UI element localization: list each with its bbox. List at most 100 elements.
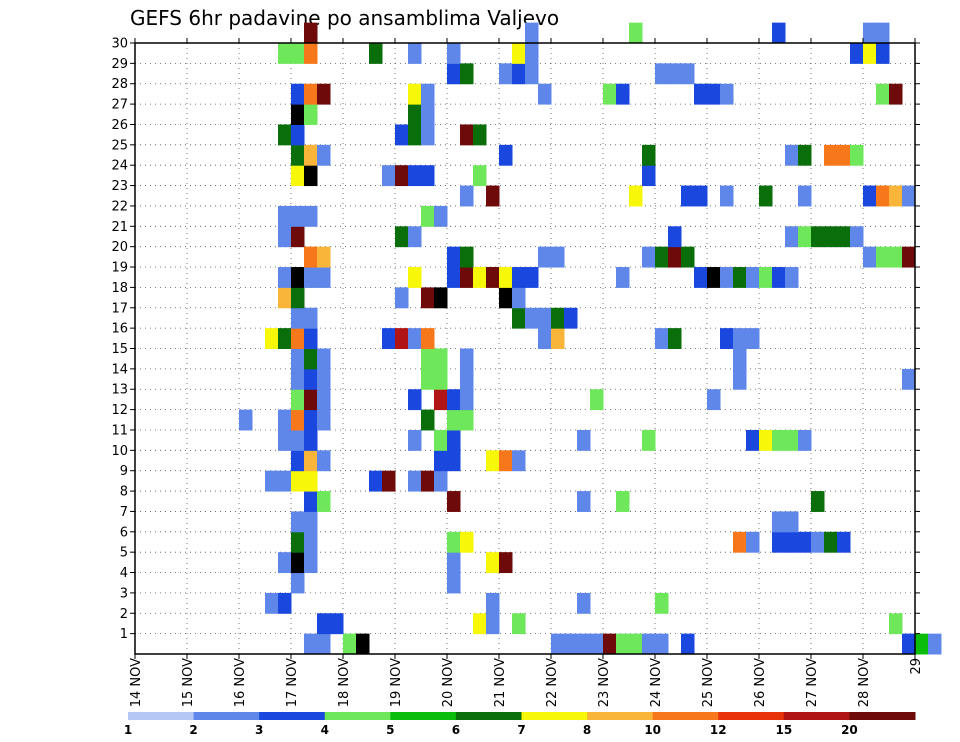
y-tick-label: 6: [120, 525, 128, 540]
heatmap-cell: [265, 470, 279, 492]
heatmap-cell: [577, 491, 591, 512]
y-tick-label: 7: [120, 505, 128, 520]
heatmap-cell: [278, 124, 292, 146]
heatmap-cell: [447, 63, 461, 85]
heatmap-cell: [408, 429, 422, 451]
heatmap-cell: [837, 531, 851, 553]
heatmap-cell: [278, 470, 292, 492]
heatmap-cell: [798, 185, 812, 207]
heatmap-cell: [421, 348, 435, 370]
heatmap-cell: [291, 511, 305, 533]
heatmap-cell: [304, 144, 318, 166]
heatmap-cell: [785, 144, 799, 166]
colorbar-label: 10: [644, 723, 661, 737]
heatmap-cell: [811, 491, 825, 512]
heatmap-cell: [746, 429, 760, 451]
heatmap-cell: [720, 83, 734, 105]
heatmap-cell: [551, 246, 565, 268]
heatmap-cell: [421, 328, 435, 349]
heatmap-cell: [460, 124, 474, 146]
heatmap-cell: [291, 389, 305, 411]
colorbar-label: 2: [189, 723, 197, 737]
heatmap-cell: [278, 592, 292, 614]
heatmap-cell: [447, 267, 461, 288]
heatmap-cell: [447, 409, 461, 431]
y-tick-label: 16: [111, 322, 128, 337]
heatmap-cell: [551, 633, 565, 655]
heatmap-cell: [681, 185, 695, 207]
heatmap-cell: [317, 409, 331, 431]
heatmap-cell: [798, 226, 812, 248]
colorbar-segment: [390, 712, 457, 720]
heatmap-cell: [668, 246, 682, 268]
heatmap-cell: [460, 368, 474, 390]
heatmap-cell: [408, 165, 422, 187]
heatmap-cell: [291, 43, 305, 64]
colorbar-label: 7: [517, 723, 525, 737]
heatmap-cell: [512, 43, 526, 64]
heatmap-cell: [291, 83, 305, 105]
y-tick-label: 2: [120, 607, 128, 622]
x-tick-label: 29: [909, 658, 924, 675]
heatmap-cell: [902, 633, 916, 655]
heatmap-cell: [408, 267, 422, 288]
colorbar-label: 3: [255, 723, 263, 737]
y-tick-label: 29: [111, 57, 128, 72]
heatmap-cell: [902, 185, 916, 207]
heatmap-cell: [915, 633, 929, 655]
heatmap-cell: [512, 613, 526, 635]
heatmap-cell: [434, 389, 448, 411]
heatmap-cell: [421, 368, 435, 390]
heatmap-cell: [629, 185, 643, 207]
heatmap-cell: [681, 246, 695, 268]
heatmap-cell: [291, 429, 305, 451]
heatmap-cell: [655, 328, 669, 349]
heatmap-cell: [785, 531, 799, 553]
heatmap-cell: [291, 450, 305, 472]
heatmap-cell: [421, 409, 435, 431]
heatmap-cell: [525, 267, 539, 288]
heatmap-cell: [642, 633, 656, 655]
heatmap-cell: [486, 613, 500, 635]
heatmap-cell: [447, 450, 461, 472]
y-tick-label: 30: [111, 37, 128, 52]
x-tick-label: 19 NOV: [389, 658, 404, 707]
y-tick-label: 26: [111, 118, 128, 133]
heatmap-cell: [876, 43, 890, 64]
heatmap-cell: [889, 83, 903, 105]
heatmap-cell: [889, 185, 903, 207]
heatmap-cell: [447, 552, 461, 574]
heatmap-cell: [590, 389, 604, 411]
heatmap-cell: [447, 572, 461, 594]
heatmap-cell: [447, 531, 461, 553]
heatmap-cell: [577, 633, 591, 655]
heatmap-cell: [291, 226, 305, 248]
heatmap-cell: [421, 104, 435, 125]
heatmap-cell: [317, 83, 331, 105]
heatmap-cell: [317, 633, 331, 655]
heatmap-cell: [863, 43, 877, 64]
heatmap-cell: [746, 328, 760, 349]
heatmap-cell: [746, 267, 760, 288]
heatmap-cell: [655, 633, 669, 655]
heatmap-cell: [291, 124, 305, 146]
colorbar-label: 15: [775, 723, 792, 737]
heatmap-cell: [278, 43, 292, 64]
heatmap-cell: [408, 124, 422, 146]
heatmap-cell: [304, 511, 318, 533]
heatmap-cell: [772, 429, 786, 451]
heatmap-cell: [772, 531, 786, 553]
colorbar-segment: [718, 712, 785, 720]
heatmap-cell: [473, 613, 487, 635]
heatmap-cell: [863, 22, 877, 44]
heatmap-cell: [447, 246, 461, 268]
colorbar-label: 1: [124, 723, 132, 737]
heatmap-cell: [707, 267, 721, 288]
heatmap-cell: [564, 633, 578, 655]
heatmap-cell: [304, 104, 318, 125]
heatmap-cell: [876, 185, 890, 207]
x-tick-label: 23 NOV: [597, 658, 612, 707]
heatmap-cell: [486, 185, 500, 207]
heatmap-cell: [876, 246, 890, 268]
heatmap-cell: [863, 185, 877, 207]
